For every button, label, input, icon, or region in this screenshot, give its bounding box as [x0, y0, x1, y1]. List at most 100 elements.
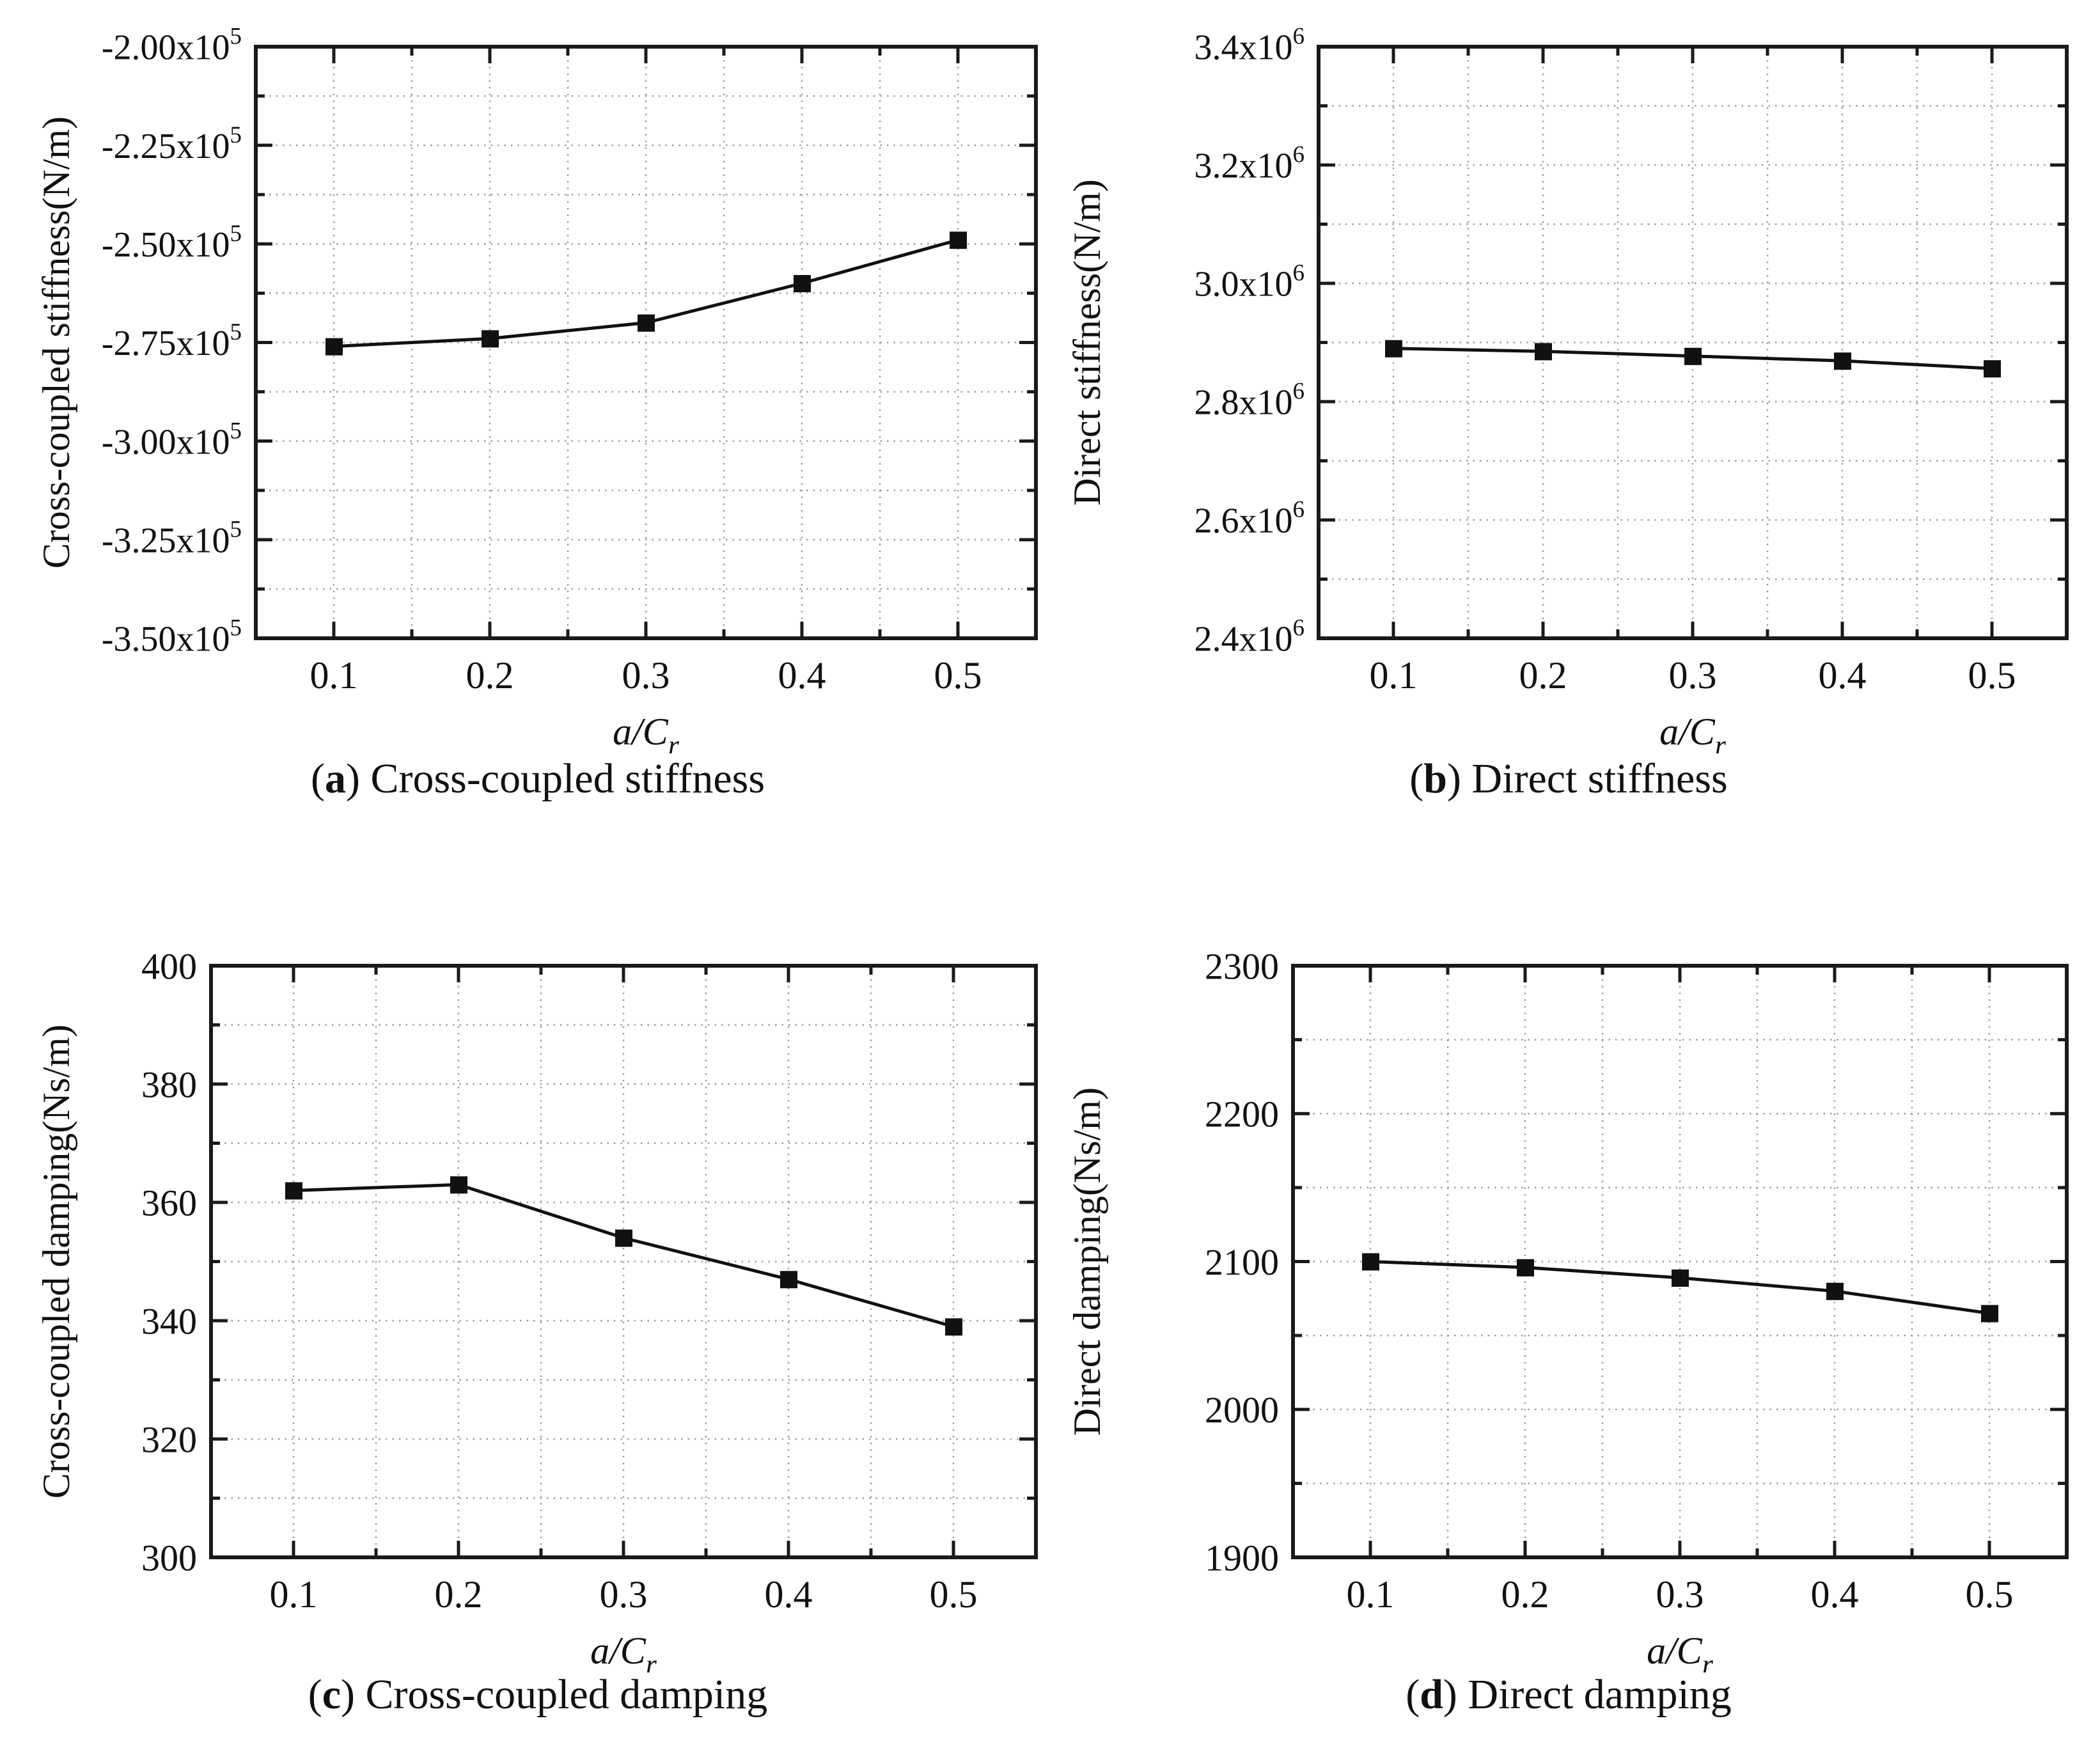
- caption-paren-open: (: [308, 1671, 322, 1718]
- x-tick-label: 0.4: [1819, 654, 1867, 696]
- caption-b: (b) Direct stiffness: [1044, 755, 2094, 803]
- caption-paren-open: (: [1409, 755, 1424, 802]
- caption-paren-open: (: [310, 755, 325, 802]
- x-axis-label: a/Cr: [1647, 1630, 1714, 1672]
- x-tick-label: 0.2: [1519, 654, 1567, 696]
- caption-text: Cross-coupled damping: [355, 1671, 768, 1718]
- data-point: [1517, 1259, 1534, 1277]
- x-tick-label: 0.4: [765, 1573, 813, 1616]
- grid-lines: [1319, 47, 2067, 638]
- x-tick-label: 0.3: [1669, 654, 1717, 696]
- caption-letter: c: [322, 1671, 341, 1718]
- x-tick-label: 0.1: [310, 654, 358, 696]
- data-point: [482, 330, 499, 348]
- caption-a: (a) Cross-coupled stiffness: [13, 755, 1063, 803]
- y-tick-label: 300: [141, 1537, 197, 1578]
- x-tick-labels: 0.1 0.2 0.3 0.4 0.5: [1370, 654, 2016, 696]
- data-points: [1385, 340, 2001, 378]
- y-tick-labels: 2300 2200 2100 2000 1900: [1205, 945, 1279, 1578]
- x-axis-label: a/Cr: [613, 711, 680, 753]
- data-point: [1362, 1253, 1379, 1271]
- data-point: [1834, 352, 1851, 370]
- data-point: [780, 1271, 797, 1289]
- x-tick-label: 0.1: [270, 1573, 318, 1616]
- y-tick-labels: 3.4x106 3.2x106 3.0x106 2.8x106 2.6x106 2.4x1…: [1195, 24, 1305, 659]
- grid-lines: [1293, 966, 2067, 1557]
- y-tick-label: 2000: [1205, 1389, 1279, 1431]
- chart-b: 3.4x106 3.2x106 3.0x106 2.8x106 2.6x106 2.4x1…: [1066, 24, 2069, 753]
- data-point: [945, 1318, 962, 1336]
- data-point: [1385, 340, 1402, 358]
- x-tick-labels: 0.1 0.2 0.3 0.4 0.5: [310, 654, 982, 696]
- x-tick-label: 0.4: [778, 654, 826, 696]
- caption-letter: a: [324, 755, 346, 802]
- data-point: [1535, 343, 1552, 361]
- caption-paren-open: (: [1406, 1671, 1420, 1718]
- data-point: [285, 1182, 302, 1200]
- caption-text: Cross-coupled stiffness: [359, 755, 765, 802]
- data-points: [325, 232, 967, 356]
- data-point: [1672, 1269, 1689, 1287]
- plot-frame: [209, 964, 1038, 1559]
- data-point: [450, 1176, 467, 1194]
- y-tick-label: 2.4x106: [1195, 615, 1305, 659]
- y-tick-label: -3.50x105: [102, 615, 242, 659]
- data-points: [285, 1176, 962, 1336]
- y-tick-labels: -2.00x105 -2.25x105 -2.50x105 -2.75x105 -3.0…: [102, 24, 242, 659]
- y-tick-label: 1900: [1205, 1537, 1279, 1578]
- x-tick-label: 0.4: [1811, 1573, 1859, 1616]
- x-tick-label: 0.5: [1966, 1573, 2014, 1616]
- y-tick-labels: 400 380 360 340 320 300: [141, 945, 197, 1578]
- y-tick-label: 2.6x106: [1195, 497, 1305, 541]
- x-tick-label: 0.1: [1370, 654, 1418, 696]
- data-point: [325, 338, 343, 356]
- y-axis-label: Direct damping(Ns/m): [1066, 1087, 1108, 1436]
- panel-cross-coupled-stiffness: -2.00x105 -2.25x105 -2.50x105 -2.75x105 -3.0…: [13, 5, 1063, 753]
- plot-frame: [1317, 45, 2069, 640]
- panel-cross-coupled-damping: 400 380 360 340 320 300 0.1 0.2 0.3 0.4 0.5 a/Cr Cro…: [13, 924, 1063, 1672]
- x-tick-label: 0.1: [1347, 1573, 1395, 1616]
- y-tick-label: -2.75x105: [102, 319, 242, 363]
- y-tick-label: 340: [141, 1300, 197, 1342]
- x-axis-label: a/Cr: [590, 1630, 657, 1672]
- y-tick-label: -2.50x105: [102, 221, 242, 265]
- y-tick-label: 3.2x106: [1195, 142, 1305, 186]
- panel-direct-stiffness: 3.4x106 3.2x106 3.0x106 2.8x106 2.6x106 2.4x1…: [1044, 5, 2094, 753]
- data-point: [1981, 1305, 1998, 1323]
- y-tick-label: 400: [141, 945, 197, 987]
- x-tick-label: 0.3: [1656, 1573, 1704, 1616]
- x-tick-labels: 0.1 0.2 0.3 0.4 0.5: [1347, 1573, 2014, 1616]
- y-tick-label: 3.0x106: [1195, 260, 1305, 304]
- y-tick-label: -2.25x105: [102, 122, 242, 166]
- chart-c: 400 380 360 340 320 300 0.1 0.2 0.3 0.4 0.5 a/Cr Cro…: [35, 945, 1038, 1672]
- data-point: [638, 314, 655, 332]
- x-axis-label: a/Cr: [1659, 711, 1727, 753]
- x-tick-label: 0.2: [435, 1573, 483, 1616]
- caption-text: Direct damping: [1457, 1671, 1732, 1718]
- x-tick-label: 0.5: [934, 654, 982, 696]
- y-axis-label: Cross-coupled damping(Ns/m): [35, 1025, 77, 1499]
- y-tick-label: 2200: [1205, 1094, 1279, 1135]
- y-axis-label: Cross-coupled stiffness(N/m): [35, 116, 77, 569]
- caption-c: (c) Cross-coupled damping: [13, 1671, 1063, 1719]
- y-tick-label: -3.00x105: [102, 418, 242, 462]
- panel-direct-damping: 2300 2200 2100 2000 1900 0.1 0.2 0.3 0.4 0.5 a/Cr D…: [1044, 924, 2094, 1672]
- x-tick-label: 0.2: [466, 654, 514, 696]
- plot-frame: [254, 45, 1038, 640]
- caption-letter: b: [1423, 755, 1447, 802]
- data-point: [1684, 347, 1702, 365]
- y-tick-label: -3.25x105: [102, 516, 242, 560]
- x-tick-label: 0.2: [1501, 1573, 1549, 1616]
- caption-paren-close: ): [341, 1671, 355, 1718]
- caption-text: Direct stiffness: [1461, 755, 1728, 802]
- caption-paren-close: ): [345, 755, 360, 802]
- y-tick-label: 3.4x106: [1195, 24, 1305, 68]
- x-tick-label: 0.5: [930, 1573, 978, 1616]
- data-point: [794, 275, 811, 292]
- y-tick-label: 2.8x106: [1195, 379, 1305, 423]
- caption-d: (d) Direct damping: [1044, 1671, 2094, 1719]
- chart-a: -2.00x105 -2.25x105 -2.50x105 -2.75x105 -3.0…: [35, 24, 1038, 753]
- caption-letter: d: [1420, 1671, 1443, 1718]
- caption-paren-close: ): [1443, 1671, 1457, 1718]
- x-tick-label: 0.5: [1968, 654, 2016, 696]
